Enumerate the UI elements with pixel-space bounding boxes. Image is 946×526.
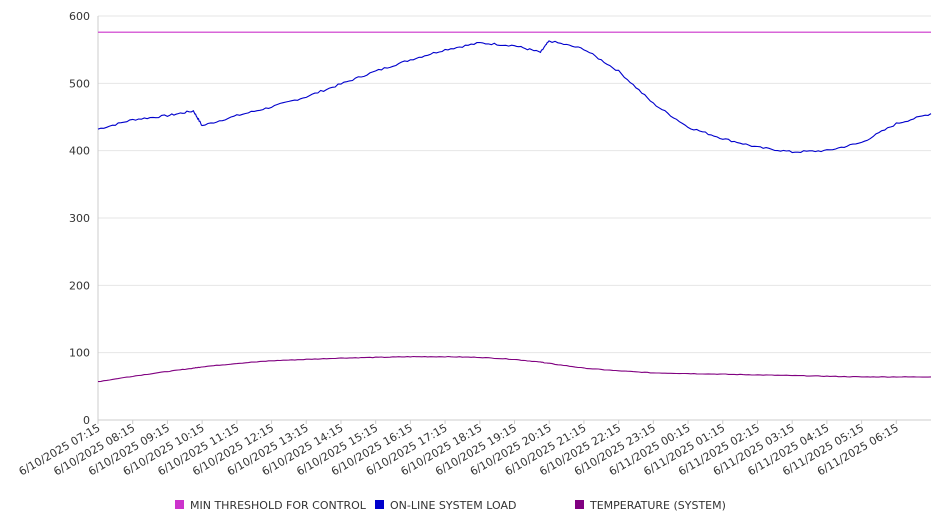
y-tick-label: 200 — [69, 279, 90, 292]
legend: MIN THRESHOLD FOR CONTROL ON-LINE SYSTEM … — [175, 499, 726, 512]
y-tick-label: 0 — [83, 414, 90, 427]
y-tick-label: 100 — [69, 347, 90, 360]
y-tick-label: 300 — [69, 212, 90, 225]
y-tick-label: 400 — [69, 145, 90, 158]
y-tick-label: 600 — [69, 10, 90, 23]
y-tick-label: 500 — [69, 77, 90, 90]
series-lines — [97, 31, 932, 383]
y-axis-ticks: 0 100 200 300 400 500 600 — [69, 10, 90, 427]
series-line-2 — [97, 355, 932, 383]
grid — [98, 15, 931, 354]
series-line-1 — [97, 40, 932, 154]
x-axis-ticks: 6/10/2025 07:156/10/2025 08:156/10/2025 … — [17, 420, 901, 478]
legend-label-0: MIN THRESHOLD FOR CONTROL — [190, 499, 367, 512]
legend-label-2: TEMPERATURE (SYSTEM) — [589, 499, 726, 512]
legend-swatch-1 — [375, 500, 384, 509]
legend-swatch-2 — [575, 500, 584, 509]
legend-swatch-0 — [175, 500, 184, 509]
legend-label-1: ON-LINE SYSTEM LOAD — [390, 499, 516, 512]
